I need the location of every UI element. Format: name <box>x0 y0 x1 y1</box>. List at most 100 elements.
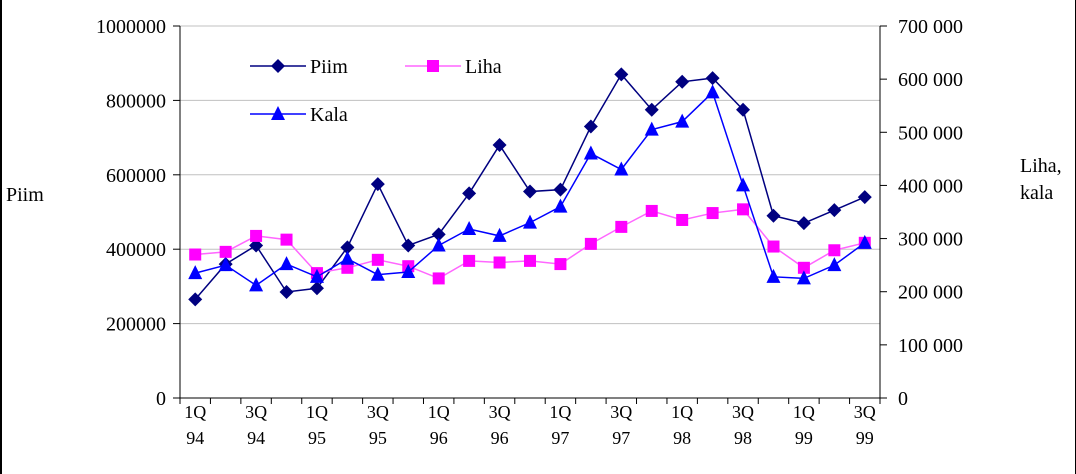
legend-label-liha: Liha <box>465 56 502 78</box>
data-point-kala <box>583 145 598 160</box>
x-tick-label-year: 99 <box>856 428 874 448</box>
x-tick-label-quarter: 1Q <box>549 402 571 422</box>
legend-marker-kala <box>271 106 285 120</box>
data-point-piim <box>523 184 537 199</box>
data-point-liha <box>706 207 719 220</box>
y-right-tick-label: 0 <box>898 388 908 410</box>
data-point-kala <box>827 257 842 272</box>
x-tick-label-quarter: 1Q <box>306 402 328 422</box>
data-point-liha <box>645 204 658 217</box>
x-tick-label-quarter: 3Q <box>732 402 754 422</box>
data-point-kala <box>340 250 355 265</box>
x-tick-label-year: 96 <box>491 428 509 448</box>
data-point-kala <box>796 270 811 285</box>
x-tick-label-year: 98 <box>734 428 752 448</box>
y-left-tick-label: 1000000 <box>96 16 166 38</box>
data-point-piim <box>766 208 781 223</box>
data-point-piim <box>340 240 355 255</box>
x-tick-label-quarter: 1Q <box>793 402 815 422</box>
y-left-tick-label: 200000 <box>106 314 166 336</box>
data-point-piim <box>644 102 659 117</box>
data-point-liha <box>737 203 750 216</box>
data-point-piim <box>462 186 477 201</box>
legend: Piim Liha Kala <box>250 56 502 126</box>
y-axis-left-label: Piim <box>6 184 44 206</box>
data-point-piim <box>736 102 751 117</box>
y-right-tick-label: 100 000 <box>898 335 963 357</box>
data-point-piim <box>553 182 568 197</box>
data-point-kala <box>370 266 385 281</box>
data-point-kala <box>766 268 781 283</box>
y-left-tick-label: 0 <box>156 388 166 410</box>
legend-label-piim: Piim <box>310 56 348 78</box>
data-point-piim <box>614 67 629 82</box>
data-point-piim <box>309 281 324 296</box>
data-point-kala <box>218 257 233 272</box>
y-left-tick-label: 800000 <box>106 90 166 112</box>
data-point-kala <box>736 177 751 192</box>
data-point-kala <box>401 264 416 279</box>
data-point-kala <box>553 198 568 213</box>
data-point-liha <box>615 220 628 233</box>
data-point-liha <box>250 229 263 242</box>
data-point-kala <box>188 265 203 280</box>
data-point-piim <box>492 138 507 153</box>
data-point-kala <box>614 161 629 176</box>
x-tick-label-year: 97 <box>612 428 630 448</box>
legend-label-kala: Kala <box>310 104 348 126</box>
gridlines <box>180 25 880 325</box>
x-tick-label-year: 95 <box>369 428 387 448</box>
data-point-piim <box>827 203 842 218</box>
y-right-tick-label: 600 000 <box>898 69 963 91</box>
data-point-piim <box>431 227 446 242</box>
data-point-liha <box>371 253 384 266</box>
x-tick-label-year: 94 <box>247 428 265 448</box>
data-point-liha <box>189 248 202 261</box>
data-point-piim <box>370 177 385 192</box>
data-point-liha <box>828 244 841 257</box>
data-point-kala <box>523 214 537 229</box>
data-point-kala <box>675 113 690 128</box>
data-point-liha <box>493 256 506 269</box>
data-point-kala <box>705 84 720 99</box>
y-right-tick-label: 700 000 <box>898 16 963 38</box>
data-point-liha <box>554 258 567 271</box>
data-point-liha <box>280 233 293 246</box>
x-tick-label-year: 94 <box>186 428 204 448</box>
data-point-kala <box>644 121 659 136</box>
y-left-tick-label: 400000 <box>106 239 166 261</box>
x-tick-label-quarter: 3Q <box>367 402 389 422</box>
x-tick-label-quarter: 1Q <box>184 402 206 422</box>
y-right-tick-label: 200 000 <box>898 282 963 304</box>
data-point-piim <box>796 216 811 231</box>
x-tick-label-quarter: 3Q <box>245 402 267 422</box>
y-axis-right-label: Liha, <box>1020 155 1062 177</box>
data-point-liha <box>341 261 354 274</box>
series-layer <box>188 67 872 307</box>
axes: 0 200000 400000 600000 800000 1000000 Piim 0 100… <box>6 16 1062 448</box>
data-point-kala <box>462 221 477 236</box>
x-tick-label-year: 99 <box>795 428 813 448</box>
x-tick-label-quarter: 1Q <box>428 402 450 422</box>
data-point-liha <box>432 272 445 285</box>
x-tick-label-quarter: 3Q <box>854 402 876 422</box>
data-point-liha <box>676 213 689 226</box>
data-point-kala <box>309 268 324 283</box>
data-point-liha <box>767 240 780 253</box>
data-point-kala <box>249 277 264 292</box>
x-tick-label-year: 95 <box>308 428 326 448</box>
data-point-kala <box>492 227 507 242</box>
data-point-piim <box>583 119 598 134</box>
data-point-kala <box>279 256 294 271</box>
legend-marker-liha <box>427 60 439 72</box>
y-axis-right-label: kala <box>1020 182 1053 204</box>
data-point-liha <box>797 261 810 274</box>
legend-marker-piim <box>271 59 285 73</box>
data-point-piim <box>401 238 416 253</box>
x-tick-label-quarter: 3Q <box>489 402 511 422</box>
data-point-piim <box>675 74 690 89</box>
data-point-piim <box>279 284 294 299</box>
x-tick-label-quarter: 3Q <box>610 402 632 422</box>
